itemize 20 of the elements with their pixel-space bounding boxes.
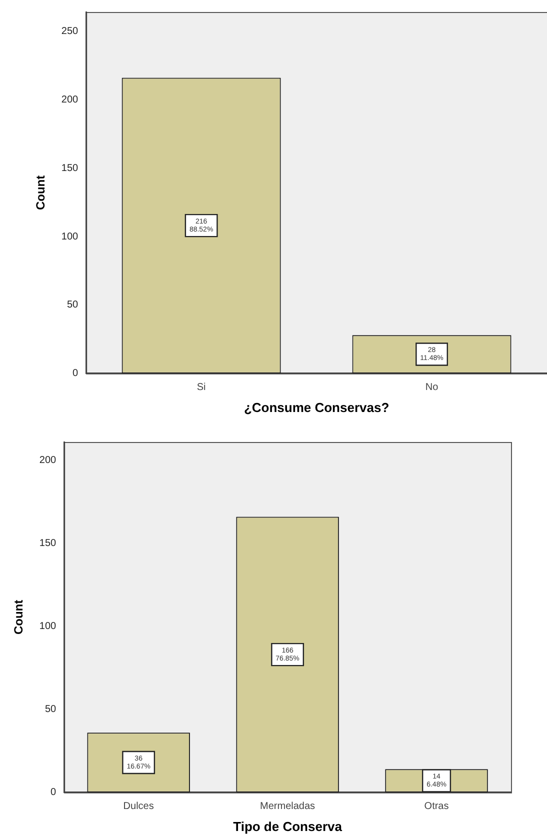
y-tick-label: 50	[66, 300, 79, 311]
x-axis-title: Tipo de Conserva	[233, 818, 343, 834]
y-tick-label: 100	[61, 231, 79, 242]
y-axis-title: Count	[34, 175, 48, 210]
x-tick-label: Dulces	[123, 801, 154, 812]
y-axis-title: Count	[12, 600, 26, 635]
x-tick-label: Otras	[424, 801, 449, 812]
y-tick-label: 150	[61, 162, 79, 174]
y-tick-label: 250	[61, 26, 79, 37]
y-tick-label: 200	[39, 455, 57, 466]
y-tick-label: 50	[44, 704, 57, 716]
y-tick-label: 150	[39, 538, 57, 550]
y-tick-label: 0	[72, 368, 79, 380]
y-tick-label: 200	[61, 94, 79, 106]
x-tick-label: Mermeladas	[260, 801, 316, 812]
x-axis-title: ¿Consume Conservas?	[244, 400, 390, 415]
y-tick-label: 0	[50, 787, 57, 798]
y-tick-label: 100	[39, 621, 57, 632]
x-tick-label: No	[425, 382, 439, 394]
x-tick-label: Si	[196, 382, 206, 394]
